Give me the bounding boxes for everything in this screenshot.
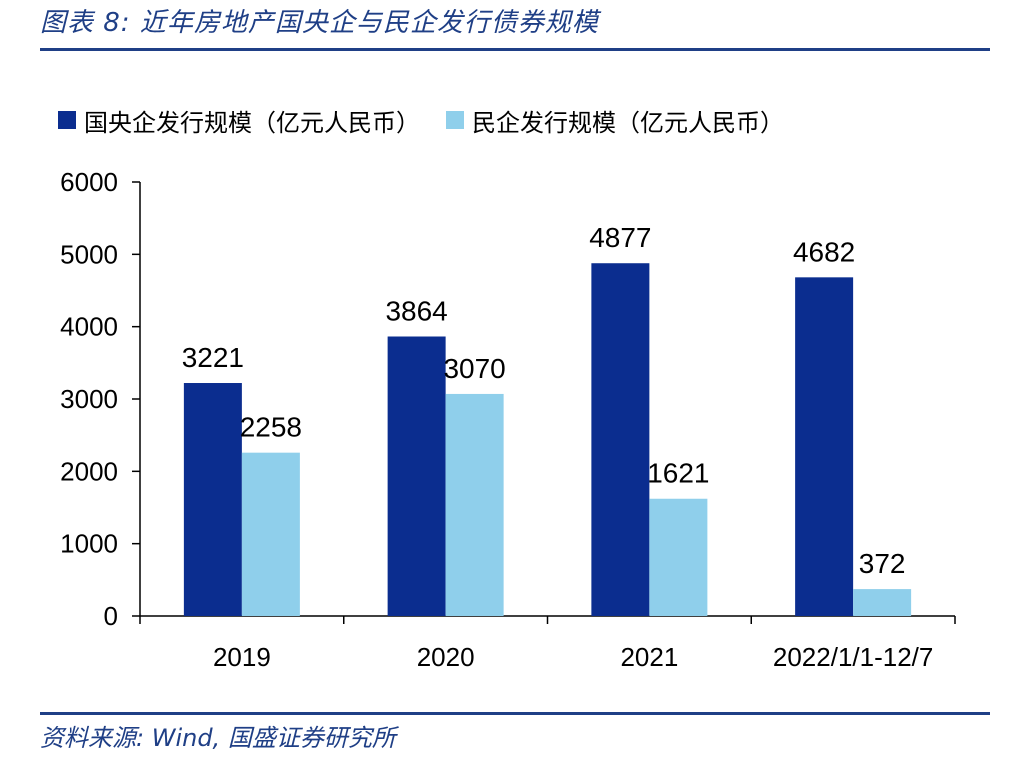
legend-item-soe: 国央企发行规模（亿元人民币） bbox=[58, 103, 420, 138]
bar-s0-c0 bbox=[183, 383, 242, 616]
data-label-s1-c3: 372 bbox=[859, 548, 906, 579]
bar-s0-c3 bbox=[795, 277, 854, 616]
bar-s1-c3 bbox=[853, 589, 912, 616]
bar-s1-c1 bbox=[445, 393, 504, 616]
y-tick-label-4: 4000 bbox=[60, 312, 118, 342]
title-rule bbox=[40, 48, 990, 51]
y-tick-label-6: 6000 bbox=[60, 167, 118, 197]
x-category-label-0: 2019 bbox=[213, 642, 271, 672]
data-label-s0-c1: 3864 bbox=[385, 296, 447, 327]
y-tick-label-5: 5000 bbox=[60, 239, 118, 269]
bar-s1-c0 bbox=[241, 452, 300, 616]
data-label-s0-c2: 4877 bbox=[589, 222, 651, 253]
chart-legend: 国央企发行规模（亿元人民币） 民企发行规模（亿元人民币） bbox=[58, 100, 810, 140]
data-label-s1-c2: 1621 bbox=[647, 458, 709, 489]
legend-label-soe: 国央企发行规模（亿元人民币） bbox=[84, 108, 420, 137]
data-label-s0-c3: 4682 bbox=[793, 236, 855, 267]
y-tick-label-2: 2000 bbox=[60, 456, 118, 486]
figure-title: 图表 8: 近年房地产国央企与民企发行债券规模 bbox=[40, 8, 599, 38]
legend-swatch-private bbox=[446, 111, 464, 129]
source-rule bbox=[40, 712, 990, 715]
y-tick-label-1: 1000 bbox=[60, 529, 118, 559]
data-label-s0-c0: 3221 bbox=[182, 342, 244, 373]
legend-label-private: 民企发行规模（亿元人民币） bbox=[472, 108, 784, 137]
bar-s1-c2 bbox=[649, 498, 708, 616]
legend-swatch-soe bbox=[58, 111, 76, 129]
bar-s0-c2 bbox=[591, 263, 650, 616]
source-note: 资料来源: Wind, 国盛证券研究所 bbox=[40, 724, 396, 752]
x-category-label-3: 2022/1/1-12/7 bbox=[773, 642, 933, 672]
legend-item-private: 民企发行规模（亿元人民币） bbox=[446, 103, 784, 138]
data-label-s1-c0: 2258 bbox=[240, 412, 302, 443]
y-tick-label-3: 3000 bbox=[60, 384, 118, 414]
x-category-label-1: 2020 bbox=[417, 642, 475, 672]
x-category-label-2: 2021 bbox=[620, 642, 678, 672]
y-tick-label-0: 0 bbox=[104, 601, 118, 631]
data-label-s1-c1: 3070 bbox=[443, 353, 505, 384]
bar-s0-c1 bbox=[387, 336, 446, 616]
